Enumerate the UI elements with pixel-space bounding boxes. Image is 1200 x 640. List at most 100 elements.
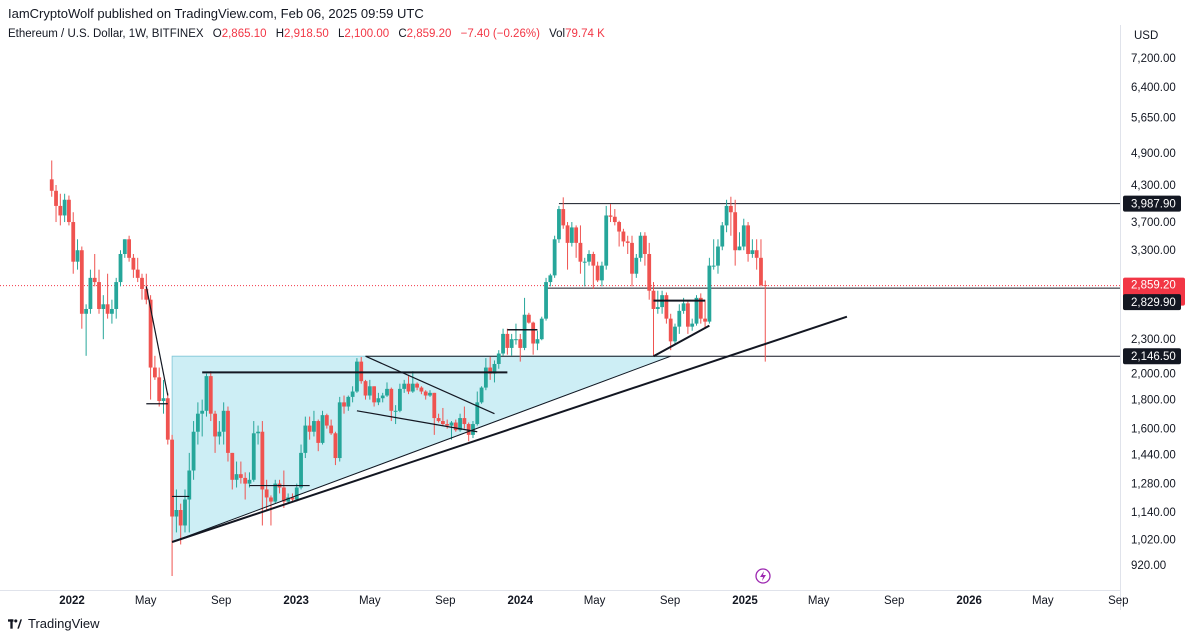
candle-body xyxy=(522,314,527,348)
candle xyxy=(509,333,514,356)
candle-body xyxy=(406,383,411,392)
candle xyxy=(213,410,217,453)
candle-body xyxy=(634,257,639,274)
candle xyxy=(221,402,226,445)
candle xyxy=(724,199,729,233)
currency-label: USD xyxy=(1134,30,1159,42)
candle-body xyxy=(359,361,364,382)
footer: TradingView xyxy=(8,616,100,631)
x-tick-label: May xyxy=(584,595,606,607)
candle xyxy=(234,461,239,488)
candle-body xyxy=(621,231,626,242)
candle xyxy=(294,483,299,502)
candle-body xyxy=(75,250,80,262)
candle xyxy=(114,277,119,319)
y-tick-label: 1,020.00 xyxy=(1131,535,1176,547)
candle xyxy=(324,413,329,429)
candle xyxy=(557,205,561,243)
candle-body xyxy=(337,402,342,459)
candle-body xyxy=(355,361,359,392)
trend-line xyxy=(653,324,710,358)
candle xyxy=(737,232,742,251)
candle-body xyxy=(569,227,574,243)
candle-body xyxy=(67,199,71,223)
candle xyxy=(733,199,738,266)
candle-body xyxy=(92,277,97,283)
x-tick-label: 2024 xyxy=(507,595,533,607)
plot-area xyxy=(0,160,1120,576)
level-price-text: 2,146.50 xyxy=(1131,351,1176,363)
candle-body xyxy=(294,487,299,500)
candle xyxy=(380,392,385,403)
candle xyxy=(428,390,432,397)
trend-line xyxy=(171,355,671,543)
publish-info: IamCryptoWolf published on TradingView.c… xyxy=(8,6,424,21)
candle-body xyxy=(157,377,162,401)
candle xyxy=(256,425,260,445)
candle-body xyxy=(514,339,518,341)
candle xyxy=(440,407,445,426)
candle-body xyxy=(118,253,123,283)
candle-body xyxy=(238,474,243,478)
candle xyxy=(71,212,76,274)
x-tick-label: 2025 xyxy=(732,595,758,607)
candle xyxy=(668,313,673,351)
candle-body xyxy=(290,497,295,500)
candle xyxy=(707,257,712,324)
y-tick-label: 3,700.00 xyxy=(1131,217,1176,229)
candle xyxy=(673,323,677,345)
candle xyxy=(462,406,467,429)
event-icon-bolt xyxy=(760,571,766,581)
candle-body xyxy=(651,290,656,309)
volume-value: 79.74 K xyxy=(565,28,605,40)
candle-body xyxy=(574,227,579,243)
candle-body xyxy=(312,421,316,432)
candle xyxy=(410,371,415,393)
candle-body xyxy=(604,215,609,266)
candle xyxy=(54,185,58,223)
candle xyxy=(303,416,308,459)
y-tick-label: 920.00 xyxy=(1131,560,1166,572)
candle-body xyxy=(754,250,759,258)
candle-body xyxy=(509,339,514,348)
candle-body xyxy=(62,199,67,216)
candle xyxy=(574,225,579,258)
y-tick-label: 4,300.00 xyxy=(1131,180,1176,192)
candle-body xyxy=(161,398,166,401)
candle-body xyxy=(204,376,209,411)
candle-body xyxy=(565,225,570,243)
candle xyxy=(101,295,106,340)
trend-line xyxy=(365,355,495,415)
candle xyxy=(363,379,368,400)
candle-body xyxy=(367,386,372,396)
candle xyxy=(161,379,166,414)
candle-body xyxy=(135,269,140,278)
candle-body xyxy=(617,222,622,232)
candle-body xyxy=(733,212,738,251)
candle xyxy=(243,472,248,500)
candle-body xyxy=(110,308,114,314)
candle xyxy=(763,280,768,362)
candle xyxy=(526,312,531,324)
candle xyxy=(741,218,746,251)
candle xyxy=(105,273,110,319)
candle xyxy=(346,395,351,411)
candle xyxy=(342,395,346,414)
y-tick-label: 7,200.00 xyxy=(1131,53,1176,65)
candle xyxy=(264,479,269,511)
candle-body xyxy=(389,388,394,411)
candle xyxy=(496,350,501,369)
candle-body xyxy=(587,253,591,262)
level-price-text: 3,987.90 xyxy=(1131,199,1176,211)
candle xyxy=(518,333,523,362)
candle xyxy=(204,373,209,417)
high-label: H xyxy=(275,28,284,40)
candle xyxy=(505,328,510,355)
candle-body xyxy=(741,225,746,247)
candle-body xyxy=(316,421,321,443)
level-price-tag xyxy=(1123,348,1181,365)
candle-body xyxy=(208,376,213,414)
candle xyxy=(238,461,243,484)
y-tick-label: 1,280.00 xyxy=(1131,479,1176,491)
